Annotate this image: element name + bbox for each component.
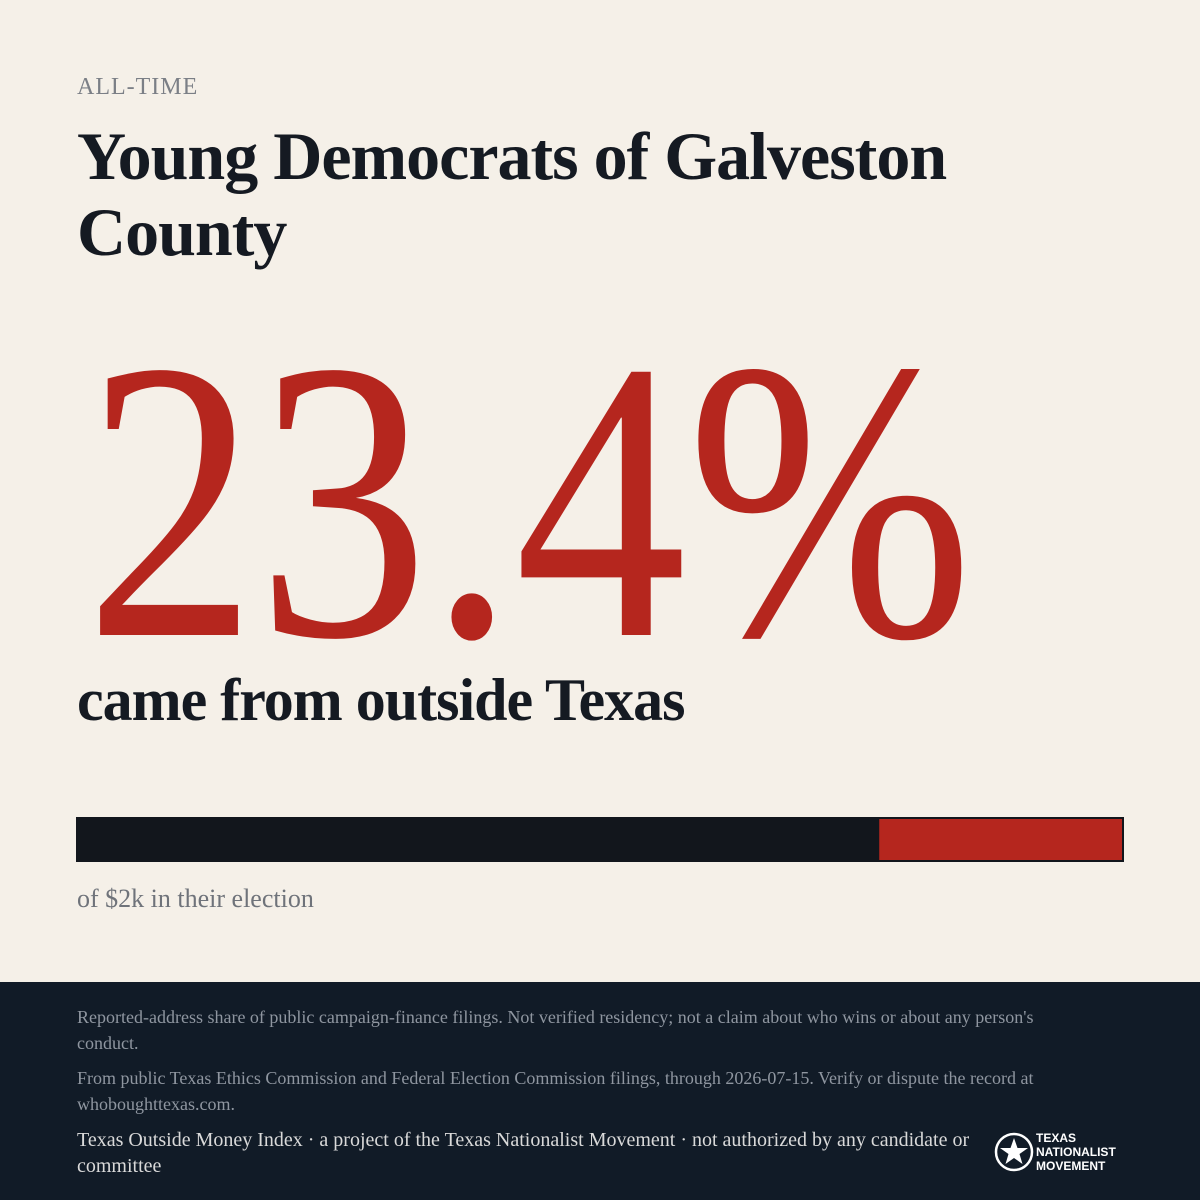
title: Young Democrats of Galveston County <box>77 118 947 270</box>
logo-text: MOVEMENT <box>1036 1159 1106 1173</box>
eyebrow: ALL-TIME <box>77 74 199 100</box>
logo-text: NATIONALIST <box>1036 1145 1116 1159</box>
share-value: 23.4% <box>85 279 973 722</box>
logo: TEXAS NATIONALIST MOVEMENT <box>994 1131 1116 1173</box>
caption: came from outside Texas <box>77 667 686 733</box>
credit: Texas Outside Money Index · a project of… <box>77 1129 970 1177</box>
bar-share <box>877 817 1125 862</box>
bar-note: of $2k in their election <box>77 884 314 913</box>
disclaimer: Reported-address share of public campaig… <box>77 1007 1034 1053</box>
logo-text: TEXAS <box>1036 1131 1076 1145</box>
footer: Reported-address share of public campaig… <box>0 982 1200 1200</box>
source: From public Texas Ethics Commission and … <box>77 1068 1034 1114</box>
share-graphic: 23.4% <box>76 279 1125 862</box>
